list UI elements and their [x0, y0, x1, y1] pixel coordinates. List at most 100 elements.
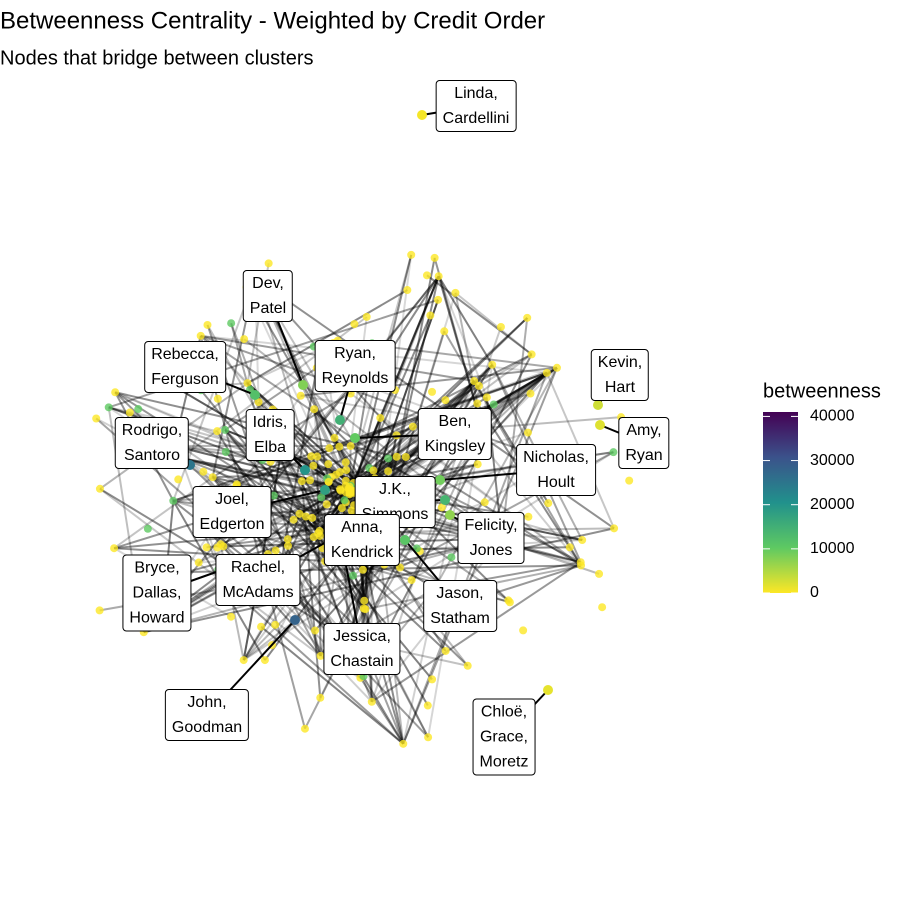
node-label: Nicholas, Hoult: [516, 444, 596, 496]
edge: [329, 366, 558, 450]
background-node: [437, 503, 446, 512]
background-node: [307, 452, 316, 461]
background-node: [349, 571, 358, 580]
background-node: [346, 442, 355, 451]
background-node: [169, 496, 178, 505]
legend-title: betweenness: [763, 380, 881, 402]
background-node: [227, 319, 236, 328]
node-label: Bryce, Dallas, Howard: [122, 554, 192, 632]
edge: [379, 417, 582, 567]
background-node: [526, 389, 535, 398]
background-node: [330, 433, 339, 442]
edge: [402, 403, 479, 745]
background-node: [523, 313, 532, 322]
background-node: [283, 535, 292, 544]
edge: [433, 257, 484, 429]
background-node: [422, 271, 431, 280]
node: [290, 615, 300, 625]
edge: [500, 317, 529, 539]
background-node: [111, 388, 120, 397]
edge: [316, 456, 322, 656]
node: [445, 510, 455, 520]
edge: [481, 372, 548, 429]
background-node: [194, 558, 203, 567]
background-node: [434, 295, 443, 304]
background-node: [300, 724, 309, 733]
background-node: [392, 452, 401, 461]
edge: [230, 322, 322, 657]
background-node: [426, 311, 435, 320]
edge: [298, 513, 350, 641]
background-node: [337, 504, 346, 513]
edge: [395, 257, 436, 457]
background-node: [340, 496, 349, 505]
node-label: Felicity, Jones: [457, 512, 525, 564]
background-node: [196, 331, 205, 340]
node-label: Dev, Patel: [242, 270, 294, 322]
background-node: [332, 470, 341, 479]
node: [298, 380, 308, 390]
node-label: Amy, Ryan: [618, 417, 670, 469]
edge: [353, 315, 432, 491]
edge: [437, 275, 494, 366]
background-node: [317, 493, 326, 502]
chart-subtitle: Nodes that bridge between clusters: [0, 47, 314, 69]
edge: [350, 392, 582, 567]
colorbar-tick-label: 40000: [810, 408, 855, 425]
background-node: [335, 442, 344, 451]
background-node: [598, 603, 607, 612]
background-node: [552, 363, 561, 372]
background-node: [625, 476, 634, 485]
edge: [300, 480, 321, 537]
edge: [99, 488, 322, 657]
edge: [216, 430, 405, 745]
background-node: [95, 606, 104, 615]
background-node: [295, 509, 304, 518]
background-node: [428, 387, 437, 396]
background-node: [243, 379, 252, 388]
background-node: [221, 425, 230, 434]
background-node: [316, 693, 325, 702]
background-node: [324, 477, 333, 486]
background-node: [384, 467, 393, 476]
background-node: [399, 739, 408, 748]
background-node: [297, 477, 306, 486]
edge: [246, 382, 372, 495]
background-node: [367, 697, 376, 706]
background-node: [306, 476, 315, 485]
background-node: [524, 512, 533, 521]
background-node: [283, 541, 292, 550]
background-node: [369, 466, 378, 475]
edge: [318, 488, 341, 532]
background-node: [271, 546, 280, 555]
node: [350, 433, 360, 443]
node-label: Linda, Cardellini: [435, 80, 517, 132]
background-node: [505, 598, 514, 607]
background-node: [208, 473, 217, 482]
edge: [180, 457, 351, 491]
node: [320, 485, 330, 495]
background-node: [269, 491, 278, 500]
background-node: [202, 543, 211, 552]
edge: [114, 391, 350, 494]
edge: [349, 317, 528, 491]
background-node: [310, 405, 319, 414]
background-node: [473, 399, 482, 408]
edge: [243, 506, 443, 661]
background-node: [315, 526, 324, 535]
edge: [347, 292, 457, 641]
background-node: [362, 312, 371, 321]
node: [250, 390, 260, 400]
edge: [247, 289, 408, 384]
background-node: [289, 515, 298, 524]
background-node: [325, 444, 334, 453]
background-node: [254, 398, 263, 407]
background-node: [341, 458, 350, 467]
edge: [350, 353, 533, 447]
chart-title: Betweenness Centrality - Weighted by Cre…: [0, 7, 545, 34]
edge: [236, 445, 340, 486]
edge: [114, 391, 313, 519]
background-node: [174, 475, 183, 484]
background-node: [199, 467, 208, 476]
background-node: [346, 487, 355, 496]
